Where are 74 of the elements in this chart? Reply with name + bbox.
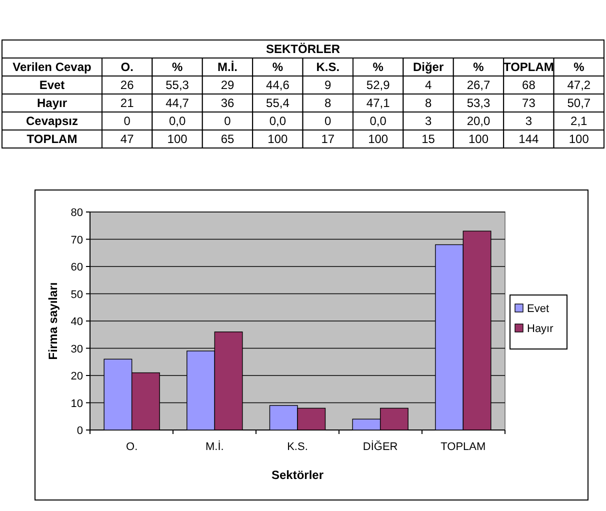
x-tick-label: M.İ. — [218, 60, 238, 74]
data-label: 65 — [220, 132, 234, 146]
data-label: 53,3 — [466, 96, 490, 110]
data-label: 50,7 — [567, 96, 591, 110]
data-label: 26 — [120, 78, 134, 92]
x-tick-label: % — [172, 60, 183, 74]
data-label: 21 — [120, 96, 134, 110]
data-label: 0 — [224, 114, 232, 128]
data-label: 100 — [167, 132, 188, 146]
x-tick-label: O. — [126, 441, 138, 453]
y-tick-label: TOPLAM — [26, 132, 78, 146]
y-tick-label: Hayır — [36, 96, 68, 110]
x-tick-label: K.S. — [316, 60, 340, 74]
x-axis-title: Sektörler — [271, 468, 324, 482]
data-label: 20,0 — [466, 114, 490, 128]
legend-label: Hayır — [527, 323, 554, 335]
x-tick-label: TOPLAM — [503, 60, 554, 74]
data-label: 0 — [124, 114, 131, 128]
data-label: 47,2 — [567, 78, 591, 92]
x-tick-label: % — [372, 60, 384, 74]
y-tick-label: 50 — [70, 288, 83, 301]
x-tick-label: O. — [120, 60, 134, 74]
data-label: 100 — [368, 132, 388, 146]
data-label: 47,1 — [366, 96, 390, 110]
legend-label: Evet — [527, 303, 550, 315]
data-label: 144 — [518, 132, 540, 146]
y-tick-label: 20 — [70, 370, 83, 382]
data-label: 44,6 — [266, 78, 290, 92]
data-label: 55,3 — [166, 78, 190, 92]
data-label: 3 — [525, 114, 532, 128]
y-tick-label: Evet — [39, 78, 65, 92]
x-tick-label: % — [473, 60, 484, 74]
x-tick-label: % — [574, 60, 585, 74]
data-label: 0 — [324, 114, 332, 128]
y-tick-label: 40 — [70, 316, 83, 328]
data-label: 73 — [522, 96, 536, 110]
y-tick-label: Cevapsız — [26, 114, 78, 128]
y-tick-label: 70 — [70, 234, 83, 246]
data-label: 2,1 — [570, 114, 588, 128]
data-label: 55,4 — [266, 96, 290, 110]
data-label: 52,9 — [366, 78, 390, 92]
data-label: 3 — [424, 114, 432, 128]
data-label: 9 — [324, 78, 332, 92]
x-tick-label: TOPLAM — [440, 441, 486, 453]
x-tick-label: K.S. — [287, 441, 308, 453]
data-label: 15 — [422, 132, 436, 146]
data-label: 0,0 — [168, 114, 186, 128]
data-label: 47 — [120, 132, 134, 146]
data-label: 100 — [468, 132, 489, 146]
data-label: 100 — [268, 132, 288, 146]
y-tick-label: 60 — [70, 262, 83, 274]
x-tick-label: % — [272, 60, 284, 74]
data-label: 0,0 — [269, 114, 286, 128]
data-label: 26,7 — [466, 78, 490, 92]
x-tick-label: M.İ. — [205, 440, 224, 453]
chart-title: SEKTÖRLER — [266, 42, 340, 56]
x-tick-label: Diğer — [412, 60, 444, 74]
data-label: 29 — [220, 78, 234, 92]
x-tick-label: DİĞER — [362, 440, 398, 453]
data-label: 44,7 — [166, 96, 190, 110]
data-label: 36 — [220, 96, 234, 110]
y-tick-label: 80 — [70, 207, 83, 219]
y-axis-title: Verilen Cevap — [12, 60, 92, 74]
data-label: 17 — [321, 132, 335, 146]
y-tick-label: 30 — [70, 343, 83, 356]
data-label: 8 — [424, 96, 432, 110]
data-label: 4 — [424, 78, 432, 92]
data-label: 0,0 — [370, 114, 387, 128]
y-tick-label: 10 — [70, 398, 83, 410]
data-label: 8 — [324, 96, 332, 110]
y-tick-label: 0 — [76, 425, 83, 437]
y-axis-title: Firma sayıları — [46, 282, 60, 360]
data-label: 100 — [568, 132, 590, 146]
data-label: 68 — [522, 78, 536, 92]
